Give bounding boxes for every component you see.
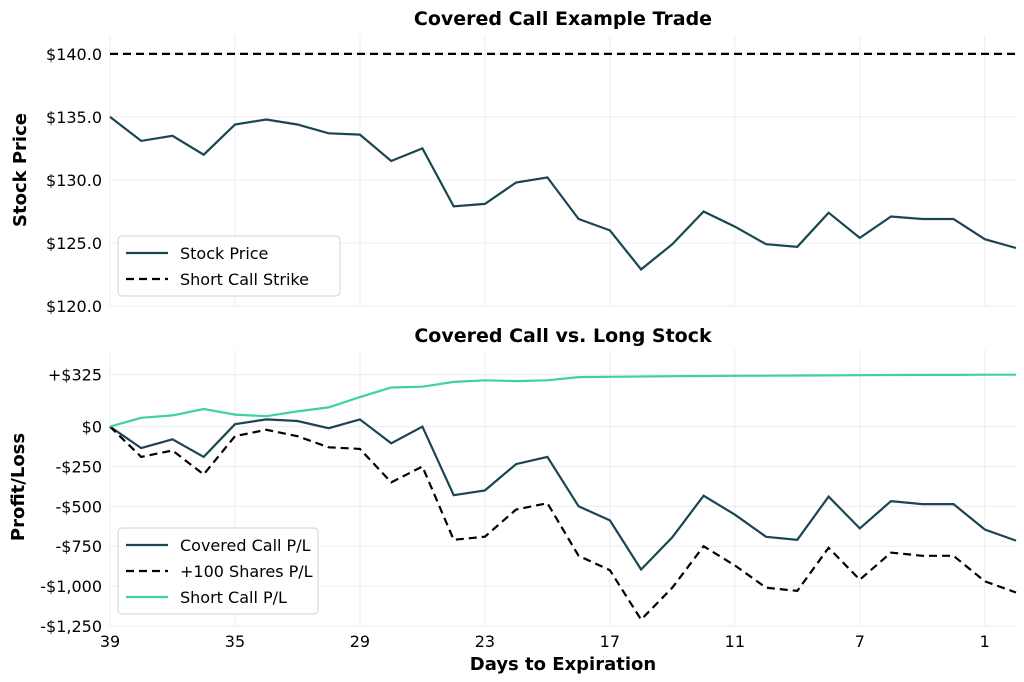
x-tick-label: 7 <box>855 632 865 651</box>
x-tick-label: 35 <box>225 632 245 651</box>
bottom-series-short-call-p-l <box>109 373 1016 428</box>
bottom-panel: Covered Call vs. Long Stock Profit/Loss … <box>8 325 1017 675</box>
top-series-stock-price <box>109 116 1017 271</box>
bottom-y-tick-label: -$1,000 <box>40 577 102 596</box>
bottom-y-tick-label: -$250 <box>56 457 103 476</box>
bottom-y-tick-label: +$325 <box>48 366 102 385</box>
x-tick-label: 11 <box>725 632 745 651</box>
top-y-tick-label: $130.0 <box>46 171 102 190</box>
top-legend-label: Stock Price <box>180 244 268 263</box>
x-tick-label: 39 <box>100 632 120 651</box>
x-tick-label: 29 <box>350 632 370 651</box>
bottom-legend-label: Short Call P/L <box>180 588 287 607</box>
top-chart-title: Covered Call Example Trade <box>414 8 712 30</box>
bottom-y-tick-label: -$500 <box>56 497 103 516</box>
top-y-tick-label: $125.0 <box>46 234 102 253</box>
bottom-y-tick-label: $0 <box>82 418 102 437</box>
top-panel: Covered Call Example Trade Stock Price $… <box>10 8 1017 316</box>
top-y-axis-label: Stock Price <box>10 113 31 227</box>
bottom-chart-title: Covered Call vs. Long Stock <box>414 325 712 347</box>
top-y-tick-label: $135.0 <box>46 108 102 127</box>
top-y-tick-label: $120.0 <box>46 297 102 316</box>
bottom-y-tick-label: -$750 <box>56 537 103 556</box>
top-legend-box <box>117 235 341 297</box>
x-tick-label: 17 <box>600 632 620 651</box>
top-y-tick-label: $140.0 <box>46 45 102 64</box>
bottom-series-100-shares-p-l <box>109 425 1017 622</box>
bottom-y-tick-label: -$1,250 <box>40 617 102 636</box>
x-tick-label: 23 <box>475 632 495 651</box>
bottom-legend-label: +100 Shares P/L <box>180 562 313 581</box>
bottom-legend-label: Covered Call P/L <box>180 536 311 555</box>
x-tick-label: 1 <box>980 632 990 651</box>
bottom-legend-box <box>117 527 319 615</box>
top-legend-label: Short Call Strike <box>180 270 309 289</box>
bottom-y-axis-label: Profit/Loss <box>8 433 29 541</box>
x-axis-label: Days to Expiration <box>470 654 656 675</box>
bottom-series-covered-call-p-l <box>109 418 1017 572</box>
